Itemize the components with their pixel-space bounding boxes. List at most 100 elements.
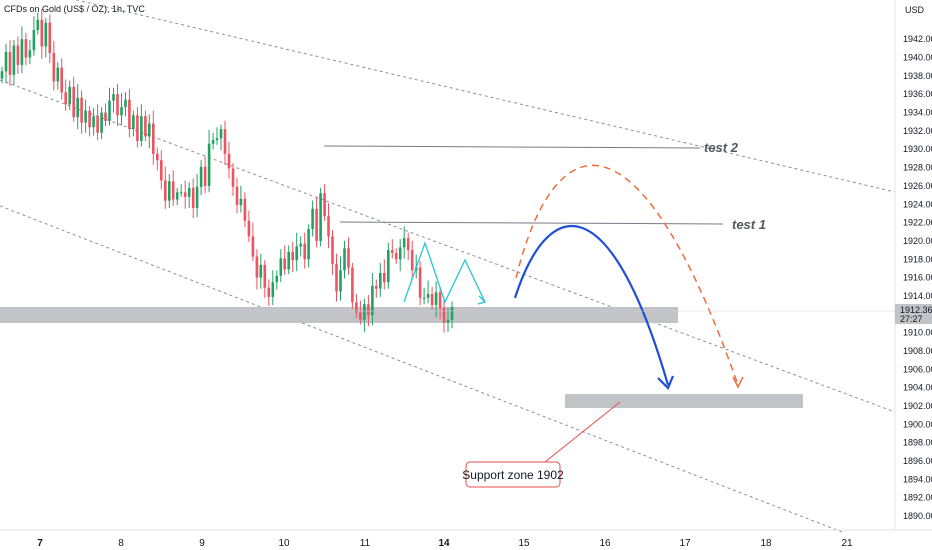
candle-31 xyxy=(124,92,127,117)
candle-18 xyxy=(72,76,75,122)
candle-83 xyxy=(331,229,334,275)
x-tick-label-1: 8 xyxy=(118,538,124,549)
candle-39 xyxy=(156,147,159,171)
x-tick-label-9: 18 xyxy=(760,538,772,549)
candle-93 xyxy=(371,273,374,326)
candle-26 xyxy=(104,103,107,127)
candle-80 xyxy=(319,187,322,247)
candle-27 xyxy=(108,87,111,126)
candle-38 xyxy=(152,110,155,165)
x-axis-ticks: 7 8 9 10 11 14 15 16 17 18 21 xyxy=(37,538,853,549)
candle-53 xyxy=(211,132,215,150)
candle-13 xyxy=(52,41,56,91)
candle-14 xyxy=(56,62,60,90)
candle-24 xyxy=(96,104,99,141)
candle-41 xyxy=(164,166,167,209)
candle-87 xyxy=(347,237,350,275)
candle-29 xyxy=(116,84,119,127)
candle-44 xyxy=(175,187,179,206)
candle-71 xyxy=(283,245,286,275)
support-callout-box[interactable] xyxy=(465,461,561,488)
y-tick-label-8: 1906.00 xyxy=(903,364,932,374)
candle-51 xyxy=(203,156,207,194)
candle-65 xyxy=(259,253,263,289)
candle-103 xyxy=(410,240,414,280)
candle-76 xyxy=(303,232,306,269)
y-tick-label-23: 1936.00 xyxy=(903,89,932,99)
y-tick-label-18: 1926.00 xyxy=(903,181,932,191)
candle-11 xyxy=(44,18,48,58)
candle-78 xyxy=(311,200,314,237)
candle-75 xyxy=(299,236,302,257)
x-tick-label-0: 7 xyxy=(37,538,43,549)
candle-94 xyxy=(375,279,378,298)
candle-0 xyxy=(0,66,4,84)
candle-62 xyxy=(247,210,251,242)
candle-34 xyxy=(136,107,139,148)
candle-56 xyxy=(223,120,227,165)
candle-70 xyxy=(279,249,283,283)
x-tick-label-7: 16 xyxy=(599,538,611,549)
y-tick-label-19: 1928.00 xyxy=(903,163,932,173)
candle-90 xyxy=(359,300,362,325)
candle-49 xyxy=(195,174,199,218)
support-callout-text: Support zone 1902 xyxy=(462,468,564,482)
y-tick-label-16: 1922.00 xyxy=(903,218,932,228)
candle-81 xyxy=(323,184,326,221)
x-tick-label-6: 15 xyxy=(518,538,530,549)
candle-42 xyxy=(168,174,171,208)
y-tick-label-26: 1942.00 xyxy=(903,34,932,44)
y-tick-label-21: 1932.00 xyxy=(903,126,932,136)
candle-111 xyxy=(442,299,446,333)
candle-22 xyxy=(88,106,91,137)
candle-101 xyxy=(402,226,406,259)
candle-110 xyxy=(438,287,442,319)
candle-4 xyxy=(16,36,20,74)
candle-96 xyxy=(383,259,386,290)
y-tick-label-3: 1896.00 xyxy=(903,456,932,466)
candle-67 xyxy=(267,279,271,306)
y-tick-label-15: 1920.00 xyxy=(903,236,932,246)
y-tick-label-7: 1904.00 xyxy=(903,383,932,393)
price-axis[interactable] xyxy=(895,0,932,530)
x-tick-label-2: 9 xyxy=(199,538,205,549)
candle-40 xyxy=(160,150,163,190)
primary-projection-arrow xyxy=(513,225,670,386)
y-tick-label-12: 1914.00 xyxy=(903,291,932,301)
candle-100 xyxy=(398,239,402,272)
y-tick-label-25: 1940.00 xyxy=(903,53,932,63)
candle-72 xyxy=(287,245,290,274)
axis-currency-label: USD xyxy=(905,5,925,15)
candle-30 xyxy=(120,93,123,126)
candle-35 xyxy=(140,104,143,147)
level-label-test-1: test 1 xyxy=(732,217,766,232)
y-tick-label-17: 1924.00 xyxy=(903,199,932,209)
alternate-arrowhead xyxy=(732,376,744,389)
candle-59 xyxy=(235,177,239,214)
candle-64 xyxy=(255,249,259,290)
candle-32 xyxy=(128,88,131,138)
candle-21 xyxy=(84,99,87,133)
candle-55 xyxy=(219,124,223,151)
candle-46 xyxy=(183,180,187,209)
callout-pointer xyxy=(544,401,621,463)
y-tick-label-10: 1910.00 xyxy=(903,328,932,338)
candle-50 xyxy=(199,160,203,196)
x-tick-label-4: 11 xyxy=(360,538,371,549)
candle-68 xyxy=(271,270,275,306)
candle-43 xyxy=(171,170,175,207)
candle-105 xyxy=(418,261,422,306)
candle-1 xyxy=(4,43,8,84)
y-tick-label-13: 1916.00 xyxy=(903,273,932,283)
candle-98 xyxy=(391,239,394,259)
candle-20 xyxy=(80,90,83,134)
candle-2 xyxy=(8,40,12,86)
candle-54 xyxy=(215,127,219,145)
candle-99 xyxy=(394,248,398,264)
candle-89 xyxy=(355,294,358,318)
level-label-test-2: test 2 xyxy=(704,140,739,155)
candle-61 xyxy=(243,192,247,228)
zigzag-arrowhead xyxy=(477,295,487,305)
primary-arrowhead xyxy=(657,375,675,390)
